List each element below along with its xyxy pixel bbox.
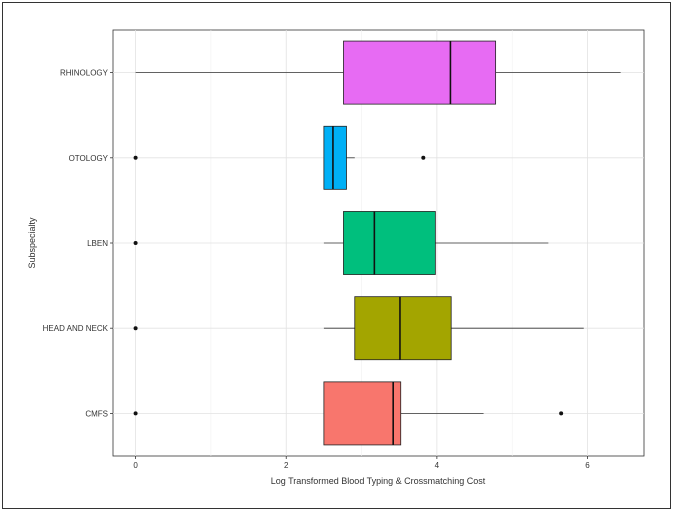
outlier-point [133, 155, 138, 160]
outlier-point [559, 411, 564, 416]
box-otology [133, 125, 426, 190]
axes: 0 2 4 6 CMFS HEAD AND NECK LBEN OTOLOGY RHINOLOG… [43, 69, 591, 470]
outlier-point [421, 155, 426, 160]
x-tick-label: 6 [585, 461, 590, 470]
box-rhinology [135, 40, 621, 105]
box-lben [133, 211, 549, 275]
x-tick-label: 0 [133, 461, 138, 470]
x-axis-title: Log Transformed Blood Typing & Crossmatc… [271, 476, 486, 486]
box-head-and-neck [133, 296, 584, 361]
box-cmfs [133, 381, 564, 446]
y-axis-title: Subspecialty [27, 217, 37, 269]
box-iqr [343, 40, 497, 105]
outlier-point [133, 241, 138, 245]
boxes [133, 40, 621, 446]
x-tick-label: 2 [284, 461, 289, 470]
x-tick-label: 4 [435, 461, 440, 470]
outlier-point [133, 326, 138, 331]
y-tick-label: HEAD AND NECK [43, 324, 109, 333]
y-tick-label: CMFS [85, 409, 108, 418]
boxplot-chart: 0 2 4 6 CMFS HEAD AND NECK LBEN OTOLOGY RHINOLOG… [27, 29, 645, 486]
box-iqr [323, 381, 402, 446]
y-tick-label: RHINOLOGY [60, 69, 109, 78]
box-iqr [323, 125, 347, 190]
y-tick-label: LBEN [87, 239, 108, 248]
figure-frame: 0 2 4 6 CMFS HEAD AND NECK LBEN OTOLOGY RHINOLOG… [2, 2, 671, 509]
y-tick-label: OTOLOGY [69, 154, 109, 163]
box-iqr [354, 296, 452, 361]
outlier-point [133, 411, 138, 416]
box-iqr [343, 211, 436, 275]
